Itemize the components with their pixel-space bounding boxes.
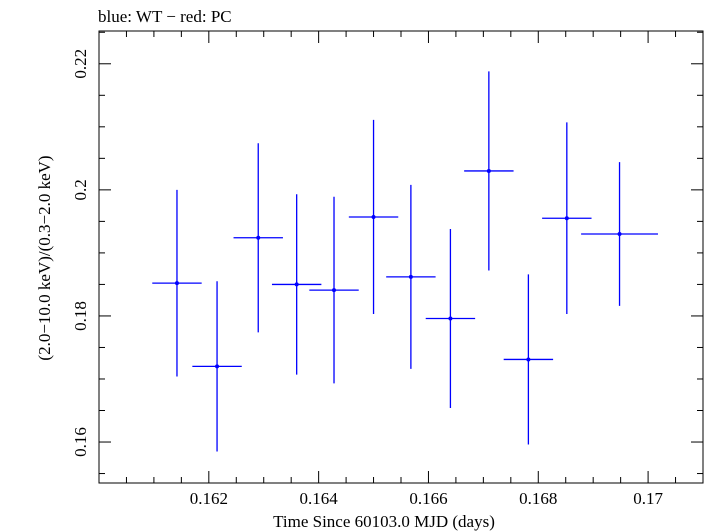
data-marker <box>371 214 376 219</box>
y-tick-label: 0.2 <box>71 179 90 200</box>
data-marker <box>564 216 569 221</box>
tick-labels: 0.162 0.164 0.166 0.168 0.17 0.16 0.18 0.2 0.22 <box>71 49 663 508</box>
y-tick-label: 0.18 <box>71 301 90 331</box>
data-marker <box>294 282 299 287</box>
data-point <box>425 228 476 408</box>
y-tick-label: 0.22 <box>71 49 90 79</box>
data-series <box>152 71 658 452</box>
data-point <box>542 122 592 315</box>
data-point <box>271 194 322 375</box>
data-marker <box>256 235 261 240</box>
x-tick-label: 0.164 <box>300 489 339 508</box>
data-point <box>348 119 399 315</box>
x-tick-label: 0.17 <box>633 489 663 508</box>
chart-title: blue: WT − red: PC <box>98 7 232 26</box>
data-marker <box>617 231 622 236</box>
x-tick-label: 0.162 <box>190 489 228 508</box>
data-point <box>192 281 242 452</box>
data-point <box>309 196 359 384</box>
data-point <box>581 162 658 306</box>
plot-frame <box>98 30 704 484</box>
data-marker <box>174 281 179 286</box>
data-point <box>233 143 283 333</box>
axis-ticks <box>98 31 704 483</box>
data-point <box>464 71 514 271</box>
x-tick-label: 0.166 <box>409 489 447 508</box>
data-marker <box>332 288 337 293</box>
y-tick-label: 0.16 <box>71 427 90 457</box>
data-marker <box>486 168 491 173</box>
x-tick-label: 0.168 <box>519 489 557 508</box>
data-marker <box>215 364 220 369</box>
data-point <box>386 184 436 369</box>
data-marker <box>408 274 413 279</box>
y-axis-label: (2.0−10.0 keV)/(0.3−2.0 keV) <box>35 155 54 360</box>
data-marker <box>526 357 531 362</box>
data-marker <box>448 316 453 321</box>
x-axis-label: Time Since 60103.0 MJD (days) <box>273 512 495 531</box>
data-point <box>503 274 554 445</box>
data-point <box>152 189 202 377</box>
